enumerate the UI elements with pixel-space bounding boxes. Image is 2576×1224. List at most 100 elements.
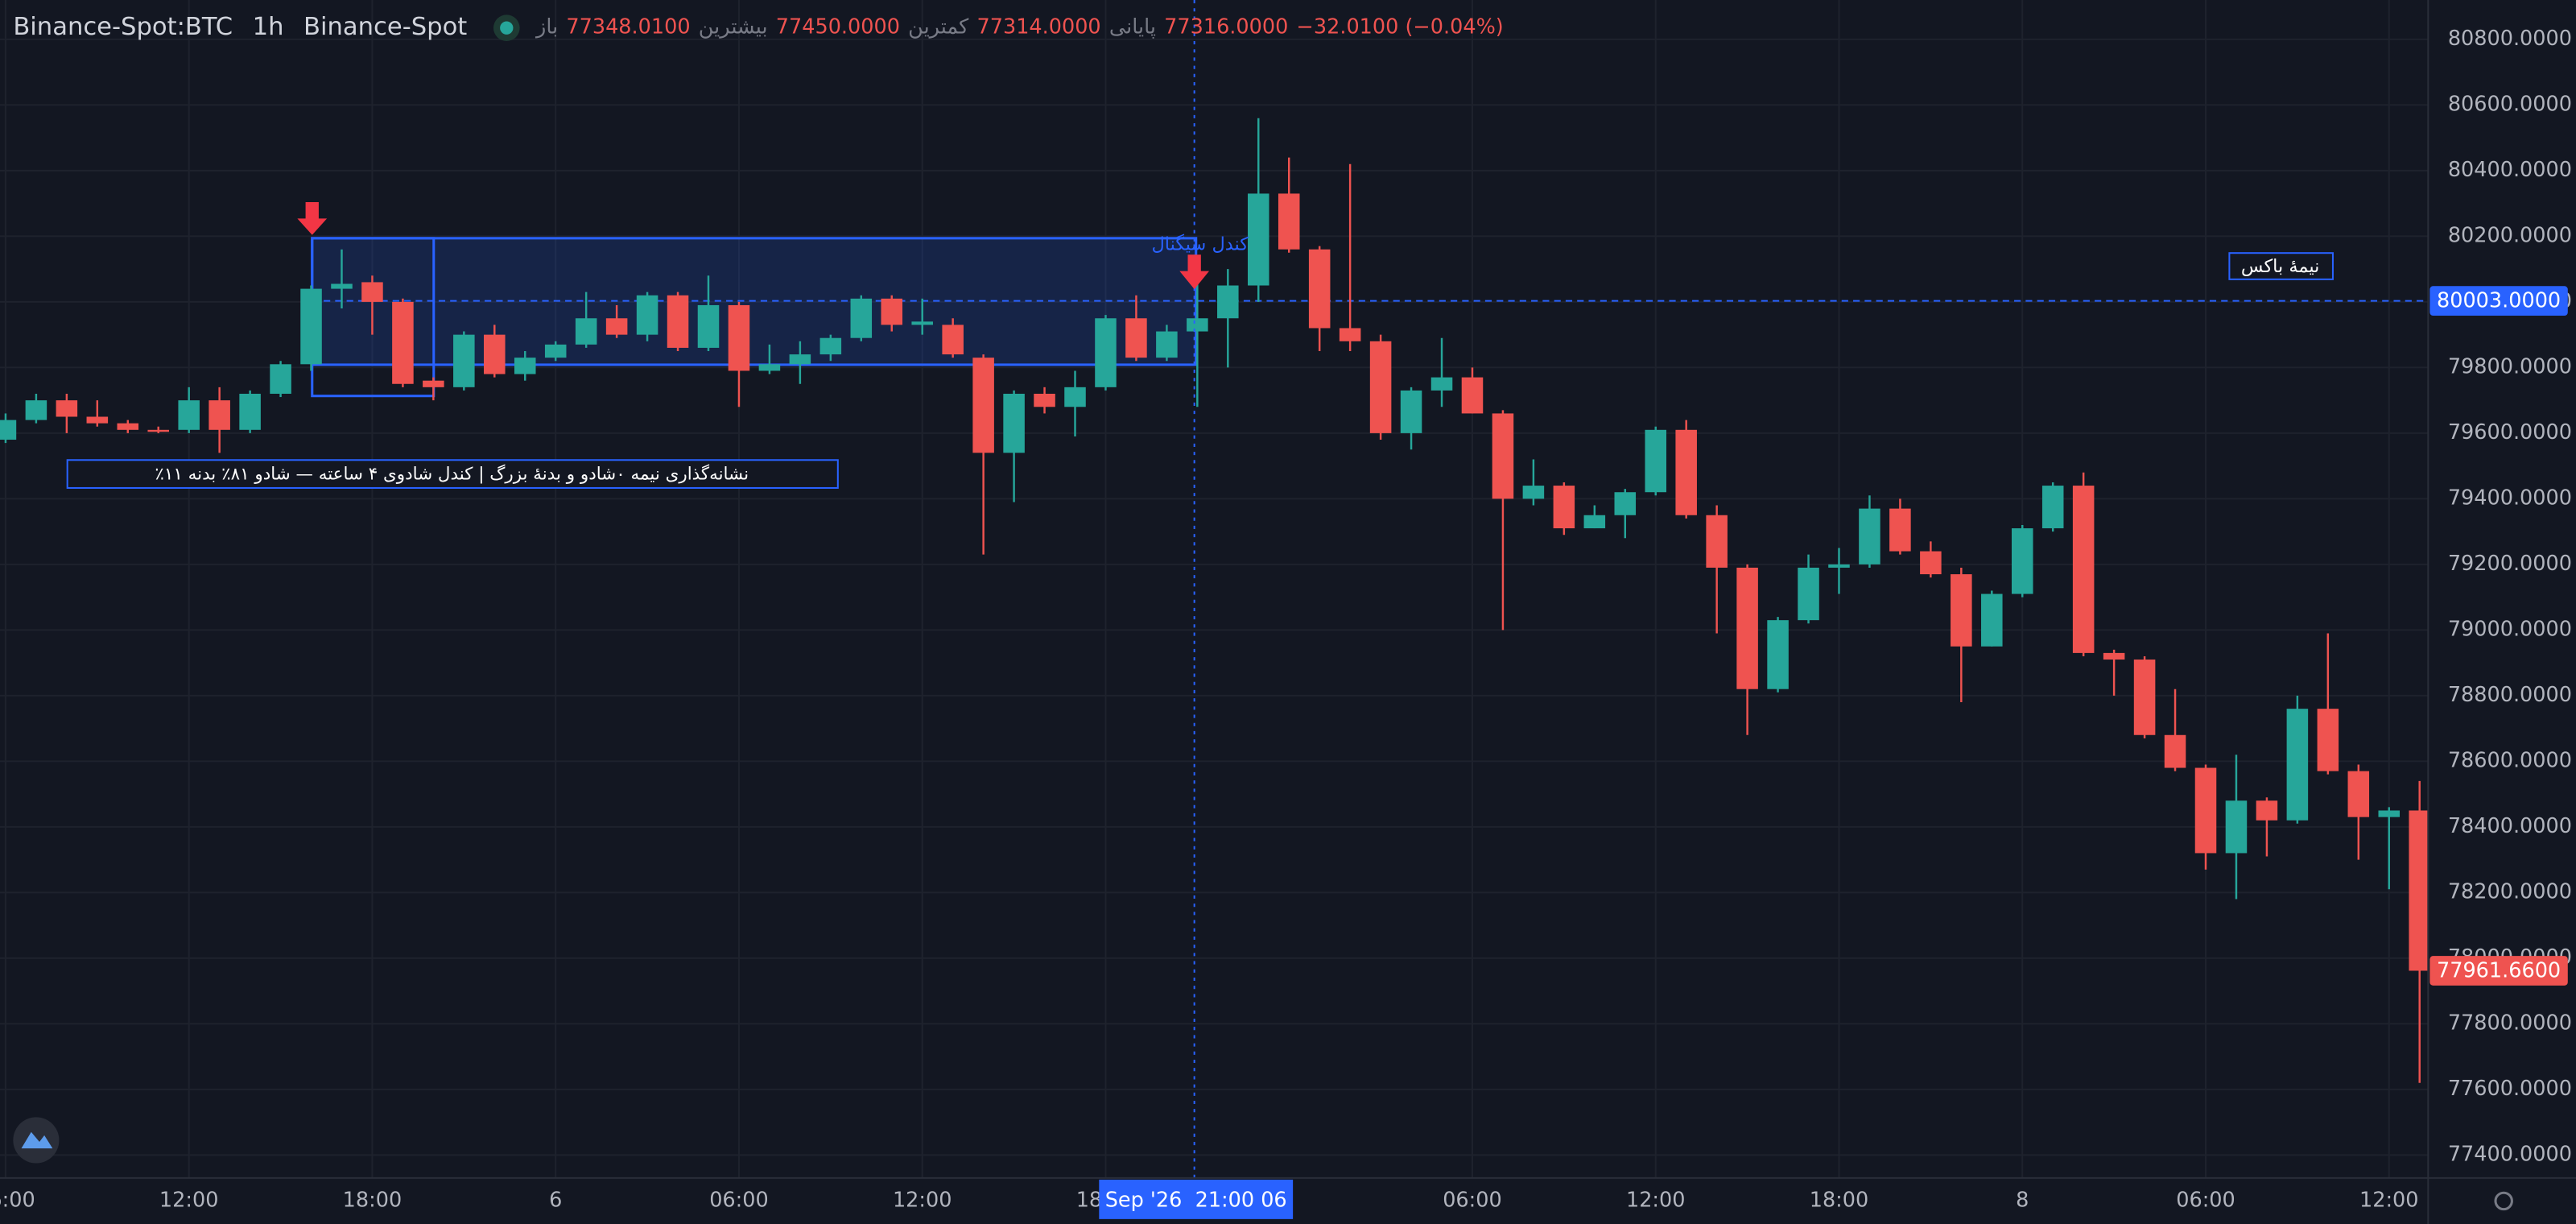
y-tick-label: 79600.0000 bbox=[2448, 420, 2572, 445]
x-tick-label: 8 bbox=[2016, 1188, 2029, 1212]
x-tick-label: 18:00 bbox=[1810, 1188, 1869, 1212]
x-tick-label: 12:00 bbox=[159, 1188, 219, 1212]
interval: 1h bbox=[253, 13, 284, 41]
y-tick-label: 79800.0000 bbox=[2448, 354, 2572, 378]
candle-body bbox=[1339, 328, 1361, 341]
y-tick-label: 77600.0000 bbox=[2448, 1077, 2572, 1101]
y-tick-label: 79400.0000 bbox=[2448, 486, 2572, 510]
y-tick-label: 77400.0000 bbox=[2448, 1142, 2572, 1166]
candle-body bbox=[1064, 387, 1086, 407]
candle-body bbox=[1553, 486, 1575, 529]
candle-body bbox=[2011, 528, 2033, 594]
status-dot bbox=[500, 21, 514, 35]
candle-body bbox=[1645, 429, 1666, 493]
candle-body bbox=[1675, 429, 1697, 515]
candle-body bbox=[484, 334, 506, 374]
candle-body bbox=[331, 283, 353, 289]
x-tick-label: 18:00 bbox=[343, 1188, 402, 1212]
y-tick-label: 80400.0000 bbox=[2448, 158, 2572, 182]
y-tick-label: 79000.0000 bbox=[2448, 617, 2572, 641]
candle-body bbox=[850, 298, 873, 338]
x-tick-label: 06:00 bbox=[2176, 1188, 2235, 1212]
ohlc-label: باز bbox=[535, 15, 558, 39]
candle-body bbox=[1278, 193, 1300, 250]
grid bbox=[0, 0, 2429, 1178]
candle-body bbox=[942, 325, 964, 355]
change: −32.0100 (−0.04%) bbox=[1297, 15, 1504, 39]
candle-body bbox=[2409, 810, 2430, 971]
candles bbox=[0, 118, 2430, 1083]
x-tick-label: 12:00 bbox=[2359, 1188, 2419, 1212]
candle-body bbox=[300, 288, 322, 365]
candle-body bbox=[270, 364, 291, 394]
candle-body bbox=[728, 304, 750, 371]
ohlc-value: 77348.0100 bbox=[566, 15, 690, 39]
candle-body bbox=[1034, 393, 1055, 407]
ohlc-label: پایانی bbox=[1109, 15, 1156, 39]
settings-icon[interactable] bbox=[2494, 1191, 2513, 1211]
candle-body bbox=[361, 282, 383, 302]
candle-body bbox=[2103, 652, 2125, 660]
candle-body bbox=[1248, 193, 1269, 286]
y-tick-label: 80200.0000 bbox=[2448, 223, 2572, 247]
crosshair-label: Sep '26 21:00 06 bbox=[1105, 1188, 1287, 1212]
candle-body bbox=[2072, 486, 2095, 653]
candle-body bbox=[2317, 709, 2339, 771]
candle-body bbox=[2133, 660, 2156, 735]
candle-body bbox=[1187, 318, 1208, 332]
candle-body bbox=[819, 337, 842, 355]
candle-body bbox=[697, 304, 720, 348]
candle-body bbox=[1492, 413, 1514, 499]
candle-body bbox=[1522, 486, 1545, 499]
candle-body bbox=[1156, 331, 1178, 358]
crosshair-label-box bbox=[1099, 1179, 1294, 1219]
candle-body bbox=[1706, 515, 1728, 568]
ohlc-label: بیشترین bbox=[699, 15, 768, 39]
candle-body bbox=[86, 416, 109, 424]
candle-body bbox=[1920, 551, 1942, 575]
candle-body bbox=[575, 318, 597, 345]
candle-body bbox=[453, 334, 475, 387]
candle-body bbox=[1400, 390, 1422, 433]
x-tick-label: 06:00 bbox=[709, 1188, 769, 1212]
candle-body bbox=[1583, 515, 1606, 529]
candle-body bbox=[1889, 508, 1911, 552]
y-tick-label: 78800.0000 bbox=[2448, 683, 2572, 707]
candle-body bbox=[208, 400, 230, 430]
header: Binance-Spot:BTC 1h Binance-Spot باز 77348.0… bbox=[13, 13, 1503, 41]
candle-body bbox=[2347, 771, 2370, 817]
signal-label: کندل سیگنال bbox=[1151, 234, 1249, 255]
logo-icon bbox=[21, 1131, 53, 1149]
candle-body bbox=[117, 423, 139, 430]
y-tick-label: 79200.0000 bbox=[2448, 552, 2572, 576]
candle-body bbox=[1217, 285, 1239, 319]
candle-body bbox=[758, 364, 781, 371]
candle-body bbox=[2256, 800, 2278, 821]
y-tick-label: 78400.0000 bbox=[2448, 814, 2572, 838]
candle-body bbox=[636, 295, 658, 335]
y-tick-label: 77800.0000 bbox=[2448, 1011, 2572, 1035]
candle-body bbox=[2225, 800, 2248, 854]
price-label-box bbox=[2429, 956, 2568, 986]
candle-body bbox=[1308, 249, 1331, 329]
y-tick-label: 78200.0000 bbox=[2448, 879, 2572, 904]
candle-body bbox=[1614, 492, 1637, 515]
candle-body bbox=[1369, 341, 1392, 433]
candle-body bbox=[1736, 567, 1758, 689]
candle-body bbox=[2378, 810, 2401, 817]
ohlc-label: کمترین bbox=[908, 15, 969, 39]
candle-body bbox=[2041, 486, 2064, 529]
box-half-label: نیمهٔ باکس bbox=[2241, 256, 2320, 277]
candle-body bbox=[1798, 567, 1819, 621]
price-label: 77961.6600 bbox=[2437, 959, 2561, 983]
candle-body bbox=[2286, 709, 2309, 821]
annotations: کندل سیگنال نیمهٔ باکس ٪نشانه‌گذاری نیمه… bbox=[66, 0, 2334, 1178]
candle-body bbox=[667, 295, 689, 348]
candle-body bbox=[1461, 377, 1484, 414]
candle-body bbox=[239, 393, 261, 430]
candle-body bbox=[1095, 318, 1117, 387]
note: ٪نشانه‌گذاری نیمه ۰شادو و بدنهٔ بزرگ | ک… bbox=[155, 464, 749, 485]
price-label: 80003.0000 bbox=[2437, 289, 2561, 313]
candle-body bbox=[56, 400, 78, 417]
